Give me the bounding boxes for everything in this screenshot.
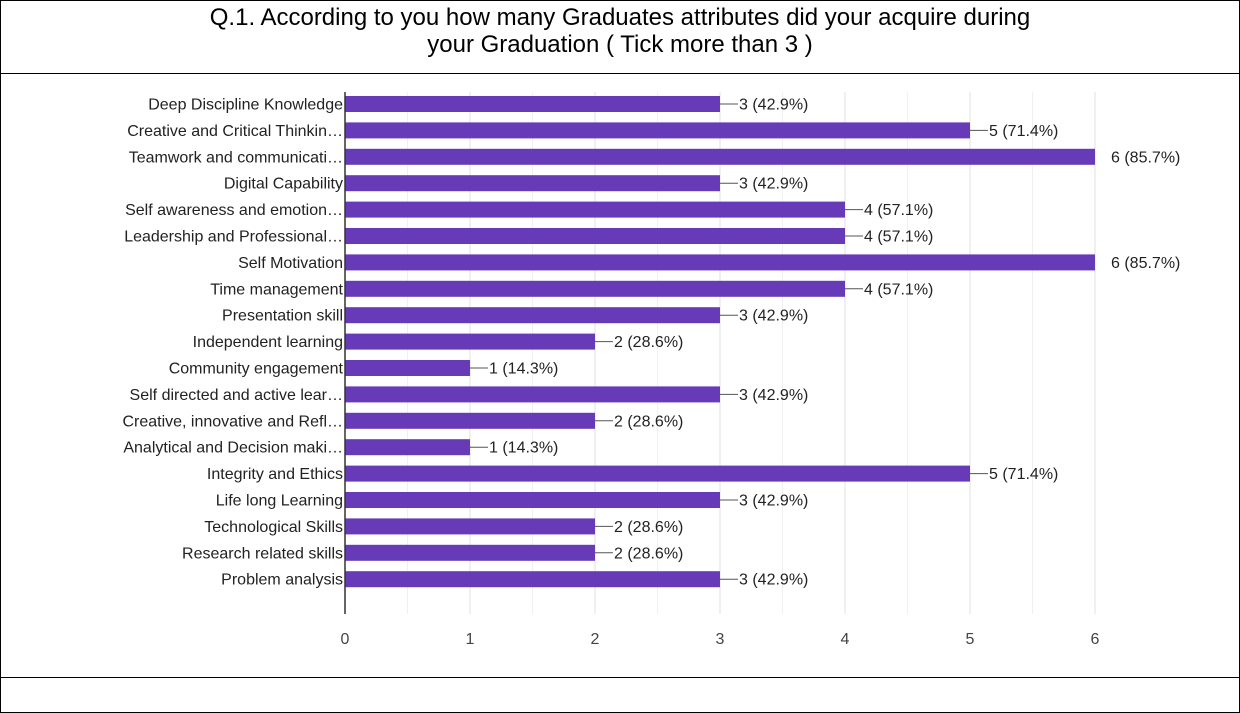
bar <box>345 175 720 191</box>
data-label: 3 (42.9%) <box>739 572 808 589</box>
x-tick-label: 3 <box>716 631 725 648</box>
bar <box>345 281 845 297</box>
bar <box>345 413 595 429</box>
category-label: Independent learning <box>193 334 343 351</box>
x-tick-label: 5 <box>966 631 975 648</box>
data-label: 6 (85.7%) <box>1111 149 1180 166</box>
data-label: 3 (42.9%) <box>739 387 808 404</box>
x-tick-label: 0 <box>341 631 350 648</box>
bar <box>345 439 470 455</box>
category-label: Leadership and Professional… <box>124 229 343 246</box>
data-label: 5 (71.4%) <box>989 123 1058 140</box>
bar <box>345 360 470 376</box>
data-label: 2 (28.6%) <box>614 545 683 562</box>
category-label: Creative, innovative and Refl… <box>122 413 343 430</box>
data-label: 2 (28.6%) <box>614 334 683 351</box>
category-label: Self Motivation <box>238 255 343 272</box>
bar <box>345 122 970 138</box>
category-label: Deep Discipline Knowledge <box>148 97 343 114</box>
category-label: Integrity and Ethics <box>207 466 343 483</box>
bar <box>345 492 720 508</box>
bar <box>345 334 595 350</box>
data-label: 3 (42.9%) <box>739 176 808 193</box>
data-label: 3 (42.9%) <box>739 97 808 114</box>
bar <box>345 202 845 218</box>
data-label: 1 (14.3%) <box>489 361 558 378</box>
bar <box>345 307 720 323</box>
category-label: Teamwork and communicati… <box>129 149 343 166</box>
bar <box>345 545 595 561</box>
x-tick-label: 6 <box>1091 631 1100 648</box>
bar <box>345 228 845 244</box>
category-label: Problem analysis <box>221 572 343 589</box>
data-label: 1 (14.3%) <box>489 440 558 457</box>
category-label: Creative and Critical Thinkin… <box>127 123 343 140</box>
category-label: Self directed and active lear… <box>130 387 343 404</box>
bar <box>345 96 720 112</box>
category-label: Time management <box>210 281 343 298</box>
data-label: 5 (71.4%) <box>989 466 1058 483</box>
bar <box>345 518 595 534</box>
bar <box>345 571 720 587</box>
data-label: 4 (57.1%) <box>864 281 933 298</box>
category-label: Self awareness and emotion… <box>125 202 343 219</box>
category-label: Life long Learning <box>216 493 343 510</box>
data-label: 2 (28.6%) <box>614 519 683 536</box>
category-label: Analytical and Decision maki… <box>123 440 343 457</box>
x-tick-label: 2 <box>591 631 600 648</box>
data-label: 3 (42.9%) <box>739 493 808 510</box>
bar <box>345 254 1095 270</box>
x-tick-label: 1 <box>466 631 475 648</box>
data-label: 6 (85.7%) <box>1111 255 1180 272</box>
data-label: 4 (57.1%) <box>864 229 933 246</box>
bar <box>345 386 720 402</box>
bar <box>345 466 970 482</box>
category-label: Presentation skill <box>222 308 343 325</box>
data-label: 3 (42.9%) <box>739 308 808 325</box>
data-label: 4 (57.1%) <box>864 202 933 219</box>
x-tick-label: 4 <box>841 631 850 648</box>
bar <box>345 149 1095 165</box>
category-label: Technological Skills <box>204 519 343 536</box>
category-label: Research related skills <box>182 545 343 562</box>
category-label: Digital Capability <box>224 176 343 193</box>
data-label: 2 (28.6%) <box>614 413 683 430</box>
category-label: Community engagement <box>169 361 344 378</box>
